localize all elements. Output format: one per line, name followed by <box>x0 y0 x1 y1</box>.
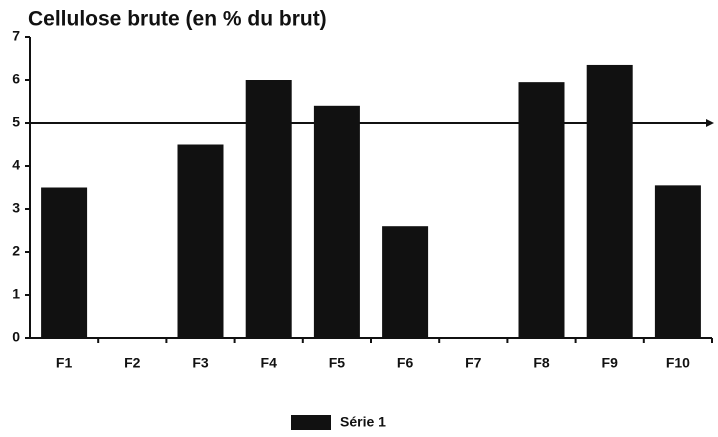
y-tick-label: 1 <box>12 286 20 302</box>
x-tick-label: F10 <box>666 355 690 371</box>
bar <box>177 144 224 338</box>
x-tick-label: F5 <box>329 355 346 371</box>
x-tick-label: F7 <box>465 355 482 371</box>
y-tick-label: 4 <box>12 157 20 173</box>
y-tick-label: 3 <box>12 200 20 216</box>
bar <box>41 187 88 338</box>
y-tick-label: 5 <box>12 114 20 130</box>
chart-title: Cellulose brute (en % du brut) <box>28 8 327 31</box>
x-tick-label: F4 <box>261 355 278 371</box>
x-tick-label: F2 <box>124 355 141 371</box>
y-tick-label: 6 <box>12 71 20 87</box>
bar <box>313 105 360 338</box>
legend-label: Série 1 <box>340 414 386 430</box>
bar <box>382 226 429 338</box>
bar <box>586 64 633 338</box>
y-tick-label: 2 <box>12 243 20 259</box>
x-tick-label: F9 <box>602 355 619 371</box>
x-tick-label: F1 <box>56 355 73 371</box>
bar <box>654 185 701 338</box>
legend-swatch <box>291 415 331 430</box>
x-tick-label: F6 <box>397 355 414 371</box>
reference-arrow <box>706 119 714 127</box>
bar <box>245 80 292 338</box>
y-tick-label: 0 <box>12 329 20 345</box>
x-tick-label: F8 <box>533 355 550 371</box>
y-tick-label: 7 <box>12 28 20 44</box>
x-tick-label: F3 <box>192 355 209 371</box>
bar <box>518 82 565 339</box>
